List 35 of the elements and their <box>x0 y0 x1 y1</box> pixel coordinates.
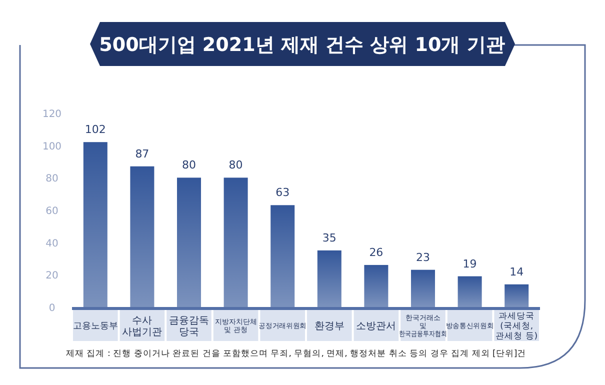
x-tick-label: 환경부 <box>314 321 344 332</box>
bar <box>270 205 295 307</box>
data-label: 63 <box>276 186 290 200</box>
data-label: 23 <box>416 250 430 264</box>
bar <box>83 142 108 307</box>
x-tick-label: 고용노동부 <box>72 322 118 332</box>
x-tick-label: 소방관서 <box>356 321 396 332</box>
data-label: 80 <box>228 158 243 172</box>
x-tick-label: 과세당국 (국세청, 관세청 등) <box>496 312 538 342</box>
x-tick-label: 수사 사법기관 <box>122 315 162 338</box>
data-label: 26 <box>369 246 384 259</box>
y-tick-label: 40 <box>46 238 58 250</box>
chart-title: 500대기업 2021년 제재 건수 상위 10개 기관 <box>99 34 505 56</box>
data-label: 87 <box>135 147 150 160</box>
data-label: 102 <box>84 123 106 136</box>
bar <box>458 276 482 307</box>
bar <box>504 284 529 307</box>
bar <box>130 166 154 307</box>
text: 제재 집계 : 진행 중이거나 완료된 건을 포함했으며 무죄, 무혐의, 면제, 행정처분 취소 등의 경우 집계 제외 [단위]건 <box>66 349 526 359</box>
bar <box>317 250 342 307</box>
bar <box>411 270 435 307</box>
y-tick-label: 100 <box>42 141 62 152</box>
y-tick-label: 80 <box>46 174 58 185</box>
bar <box>364 264 388 307</box>
data-label: 35 <box>322 231 336 244</box>
data-label: 19 <box>462 257 477 270</box>
data-label: 80 <box>182 158 196 172</box>
y-tick-label: 60 <box>46 206 58 217</box>
bar <box>177 178 201 307</box>
y-tick-label: 20 <box>46 270 58 282</box>
bar <box>224 178 248 307</box>
y-tick-label: 0 <box>48 303 56 314</box>
y-tick-label: 120 <box>42 109 62 120</box>
data-label: 14 <box>510 265 524 278</box>
x-tick-label: 금융감독 당국 <box>169 315 209 338</box>
